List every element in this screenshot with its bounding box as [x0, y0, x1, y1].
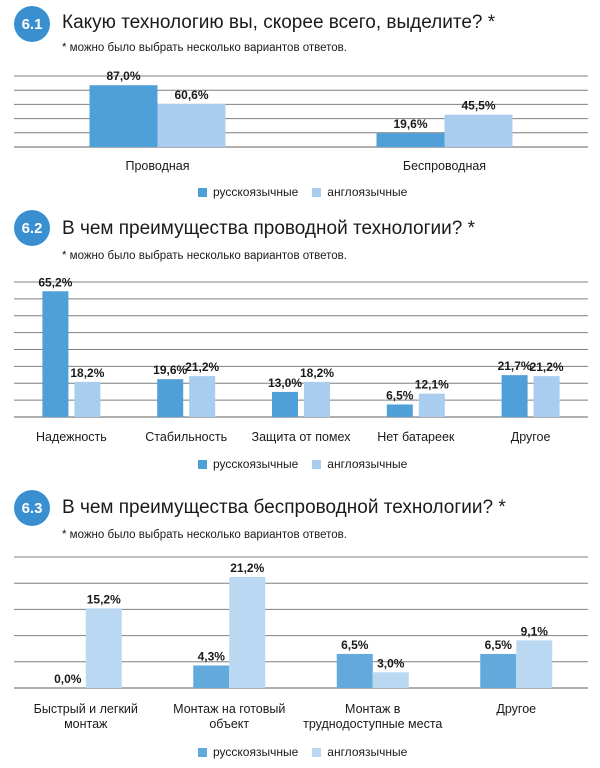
plot-area: 65,2%18,2%Надежность19,6%21,2%Стабильнос… [14, 275, 588, 444]
bar [444, 114, 513, 147]
bar [501, 375, 528, 417]
data-label: 45,5% [461, 99, 495, 113]
category-label: Монтаж на готовый [173, 702, 285, 716]
data-label: 6,5% [341, 638, 369, 652]
legend-item-ru: русскоязычные [198, 185, 298, 199]
data-label: 12,1% [415, 378, 449, 392]
category-label: труднодоступные места [303, 717, 442, 731]
data-label: 18,2% [70, 366, 104, 380]
legend-swatch-en [312, 187, 322, 197]
section-number-badge: 6.3 [14, 490, 50, 526]
data-label: 18,2% [300, 366, 334, 380]
bar [533, 376, 560, 417]
legend-label-en: англоязычные [327, 745, 408, 759]
legend-label-ru: русскоязычные [213, 457, 299, 471]
chart-title: Какую технологию вы, скорее всего, выдел… [62, 12, 496, 33]
legend-item-ru: русскоязычные [198, 457, 298, 471]
bar [189, 376, 216, 417]
category-label: объект [209, 717, 249, 731]
chart-legend: русскоязычные англоязычные [198, 745, 407, 759]
bar [229, 576, 266, 688]
data-label: 9,1% [521, 624, 549, 638]
chart-legend: русскоязычные англоязычные [198, 185, 407, 199]
bar [376, 133, 445, 147]
bar [193, 665, 230, 688]
data-label: 60,6% [174, 88, 208, 102]
legend-item-en: англоязычные [312, 457, 407, 471]
chart-note: * можно было выбрать несколько вариантов… [62, 250, 347, 262]
bar [336, 653, 373, 688]
bar [418, 393, 445, 417]
plot-area: 87,0% 60,6% Проводная 19,6% 45,5% Беспроводна… [14, 69, 588, 173]
bar-chart-6-1: 87,0% 60,6% Проводная 19,6% 45,5% Беспроводна… [14, 69, 588, 173]
section-6-2: 6.2 В чем преимущества проводной техноло… [14, 210, 476, 471]
data-label: 0,0% [54, 672, 82, 686]
chart-note: * можно было выбрать несколько вариантов… [62, 42, 347, 54]
bar [42, 291, 69, 417]
legend-swatch-en [312, 747, 322, 757]
bar [480, 653, 517, 688]
category-label: Надежность [36, 430, 107, 444]
section-number-badge: 6.1 [14, 6, 50, 42]
data-label: 65,2% [38, 275, 72, 289]
data-label: 13,0% [268, 376, 302, 390]
legend-swatch-ru [198, 747, 207, 757]
legend-swatch-ru [198, 459, 207, 469]
category-label: монтаж [64, 717, 108, 731]
bar [304, 381, 330, 417]
data-label: 21,2% [230, 561, 264, 575]
category-label: Быстрый и легкий [34, 702, 138, 716]
data-label: 21,7% [498, 359, 532, 373]
data-label: 19,6% [393, 117, 427, 131]
bar [372, 672, 409, 688]
legend-label-en: англоязычные [327, 457, 408, 471]
data-label: 19,6% [153, 363, 187, 377]
legend-item-en: англоязычные [312, 185, 407, 199]
category-label: Стабильность [145, 430, 227, 444]
data-label: 21,2% [185, 360, 219, 374]
section-number-badge: 6.2 [14, 210, 50, 246]
legend-swatch-ru [198, 187, 207, 197]
bar [89, 85, 158, 147]
bar [386, 404, 413, 417]
category-label: Беспроводная [403, 159, 486, 173]
data-label: 6,5% [386, 388, 414, 402]
legend-label-ru: русскоязычные [213, 745, 299, 759]
bar [157, 103, 226, 147]
data-label: 15,2% [87, 592, 121, 606]
category-label: Нет батареек [377, 430, 455, 444]
legend-label-ru: русскоязычные [213, 185, 299, 199]
chart-note: * можно было выбрать несколько вариантов… [62, 529, 347, 541]
category-label: Монтаж в [345, 702, 401, 716]
legend-label-en: англоязычные [327, 185, 408, 199]
chart-legend: русскоязычные англоязычные [198, 457, 407, 471]
section-6-1: 6.1 Какую технологию вы, скорее всего, в… [0, 0, 600, 210]
chart-title: В чем преимущества проводной технологии?… [62, 218, 476, 239]
legend-item-en: англоязычные [312, 745, 407, 759]
chart-title: В чем преимущества беспроводной технолог… [62, 497, 506, 518]
bar [74, 381, 101, 417]
data-label: 3,0% [377, 656, 405, 670]
category-label: Другое [496, 702, 536, 716]
legend-item-ru: русскоязычные [198, 745, 298, 759]
data-label: 21,2% [530, 360, 564, 374]
category-label: Проводная [126, 159, 190, 173]
bar [516, 640, 553, 688]
data-label: 6,5% [485, 638, 513, 652]
category-label: Другое [511, 430, 551, 444]
bar [272, 391, 298, 417]
data-label: 87,0% [106, 69, 140, 83]
data-label: 4,3% [198, 649, 226, 663]
bar [85, 608, 122, 688]
bar [157, 379, 184, 417]
legend-swatch-en [312, 459, 322, 469]
category-label: Защита от помех [252, 430, 352, 444]
